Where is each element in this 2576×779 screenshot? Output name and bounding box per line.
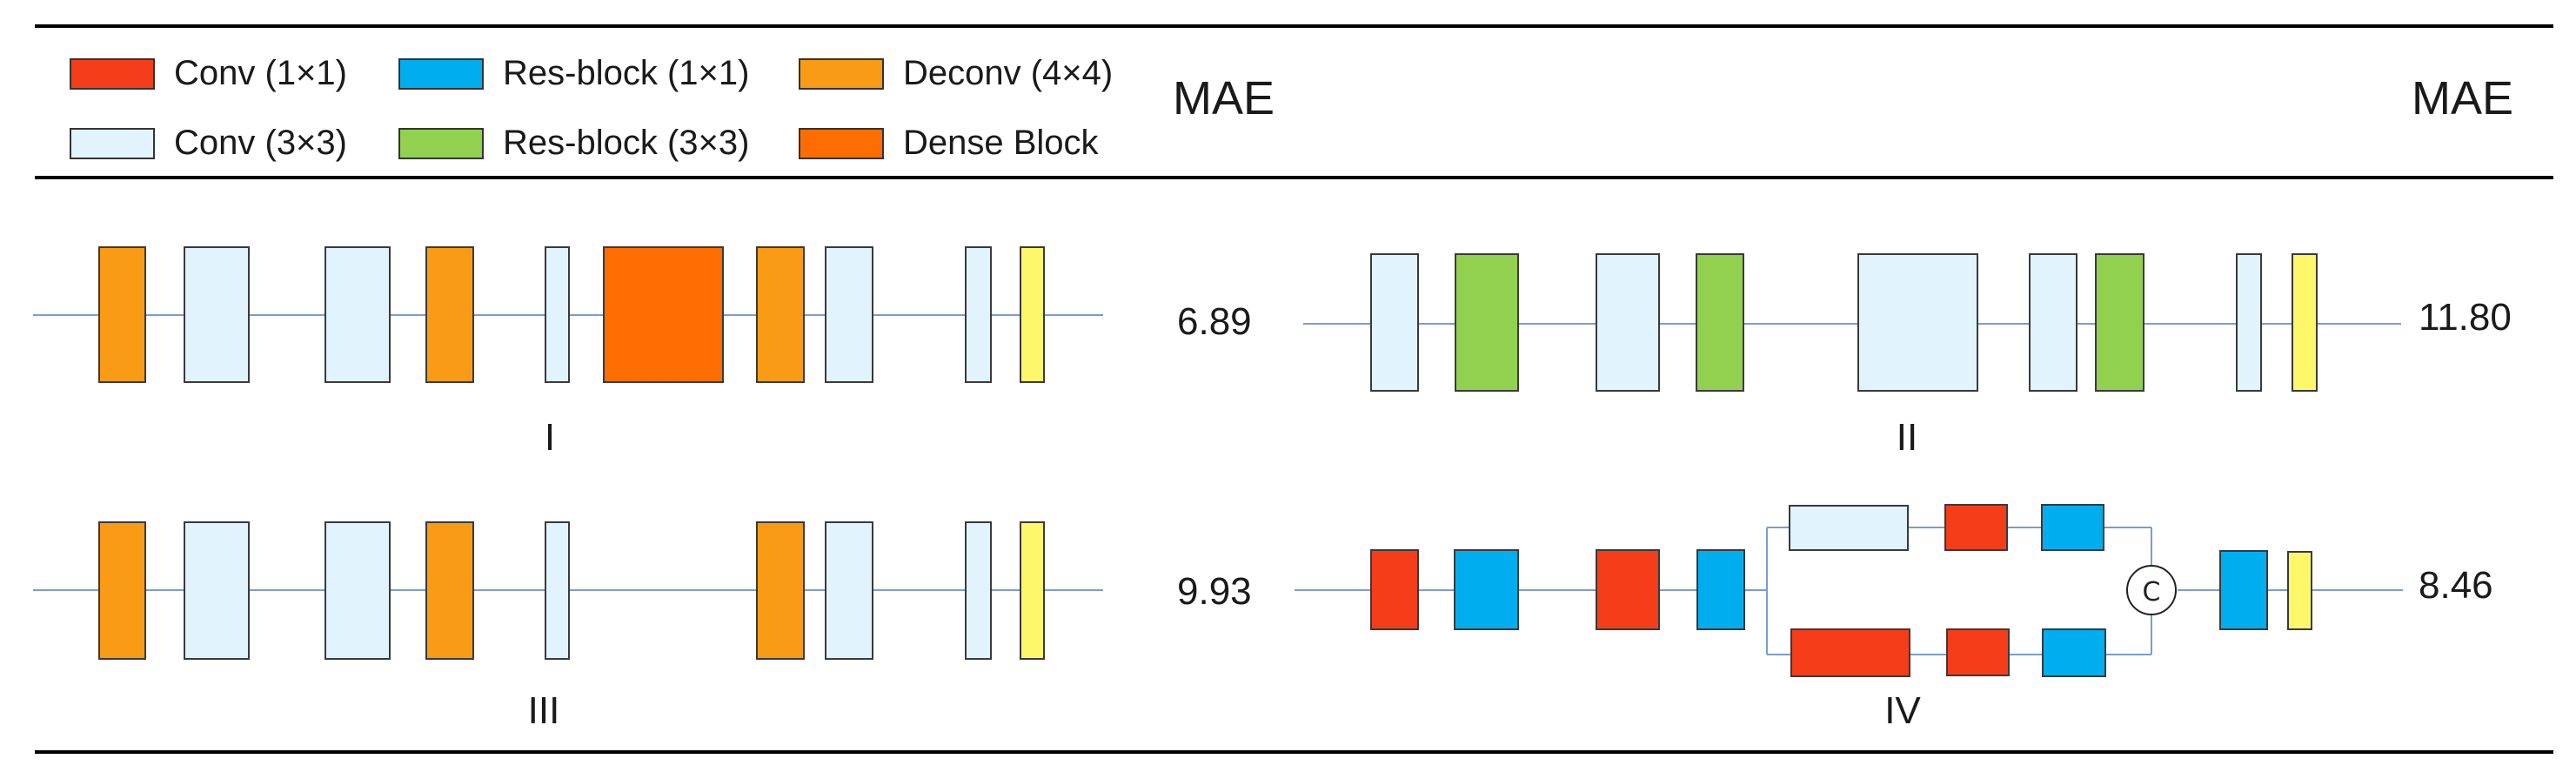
legend-label-resblock-1x1: Res-block (1×1) [503, 54, 750, 92]
resblock-3x3-block [1455, 253, 1519, 392]
legend-label-conv-3x3: Conv (3×3) [174, 124, 347, 162]
bottom-rule [35, 750, 2553, 754]
legend-label-conv-1x1: Conv (1×1) [174, 54, 347, 92]
legend-label-dense-block: Dense Block [903, 124, 1099, 162]
conv-3x3-block [325, 521, 391, 660]
legend-swatch-dense-block [799, 127, 884, 159]
conv-1x1-block [1946, 628, 2010, 676]
legend-swatch-conv-1x1 [70, 57, 155, 90]
resblock-1x1-block [2041, 504, 2104, 551]
conv-3x3-block [1596, 253, 1660, 392]
conv-3x3-block [2029, 253, 2078, 392]
mae-value-i: 6.89 [1177, 300, 1252, 343]
conv-3x3-block [325, 246, 391, 383]
conv-3x3-block [545, 246, 570, 383]
architecture-label-iii: III [527, 689, 560, 732]
legend-item-resblock-1x1: Res-block (1×1) [398, 54, 749, 93]
resblock-1x1-block [2219, 550, 2268, 630]
concat-symbol: C [2143, 577, 2161, 608]
mae-value-iii: 9.93 [1177, 570, 1252, 613]
resblock-1x1-block [1454, 549, 1519, 630]
header-rule [35, 176, 2553, 179]
legend-item-resblock-3x3: Res-block (3×3) [398, 124, 749, 163]
legend-swatch-deconv-4x4 [799, 57, 884, 90]
conv-3x3-block [825, 521, 873, 660]
mae-value-iv: 8.46 [2419, 564, 2493, 607]
legend-item-conv-3x3: Conv (3×3) [70, 124, 347, 163]
conv-3x3-block [1370, 253, 1419, 392]
conv-1x1-block [1596, 549, 1660, 630]
top-rule [35, 24, 2553, 28]
deconv-4x4-block [98, 246, 146, 383]
conv-1x1-block [1790, 628, 1910, 677]
conv-1x1-block [1944, 504, 2008, 551]
legend-item-dense-block: Dense Block [799, 124, 1099, 163]
conv-1x1-block [1370, 549, 1419, 630]
resblock-3x3-block [2095, 253, 2144, 392]
concat-node [2126, 565, 2177, 615]
conv-3x3-block [545, 521, 570, 660]
output-block [2292, 253, 2318, 392]
conv-3x3-block [184, 521, 250, 660]
conv-3x3-block [965, 521, 992, 660]
deconv-4x4-block [756, 246, 805, 383]
dense-block [603, 246, 724, 383]
legend-swatch-resblock-1x1 [398, 57, 484, 90]
resblock-1x1-block [2042, 628, 2106, 677]
resblock-3x3-block [1696, 253, 1744, 392]
mae-header-left: MAE [1173, 72, 1275, 124]
conv-3x3-block [965, 246, 992, 383]
deconv-4x4-block [98, 521, 146, 660]
legend-label-resblock-3x3: Res-block (3×3) [503, 124, 750, 162]
architecture-label-iv: IV [1884, 689, 1921, 732]
legend-swatch-conv-3x3 [70, 127, 155, 159]
resblock-1x1-block [1696, 549, 1745, 630]
legend-label-deconv-4x4: Deconv (4×4) [903, 54, 1114, 92]
architecture-label-ii: II [1896, 416, 1918, 459]
mae-value-ii: 11.80 [2419, 296, 2512, 339]
legend-item-deconv-4x4: Deconv (4×4) [799, 54, 1113, 93]
legend-item-conv-1x1: Conv (1×1) [70, 54, 347, 93]
output-block [1020, 246, 1045, 383]
mae-header-right: MAE [2412, 72, 2514, 124]
conv-3x3-block [1789, 505, 1909, 551]
conv-3x3-block [825, 246, 873, 383]
output-block [2287, 551, 2312, 630]
output-block [1020, 521, 1045, 660]
architecture-label-i: I [544, 416, 556, 459]
conv-3x3-block [184, 246, 250, 383]
deconv-4x4-block [425, 246, 474, 383]
legend-swatch-resblock-3x3 [398, 127, 484, 159]
deconv-4x4-block [425, 521, 474, 660]
conv-3x3-block [2236, 253, 2262, 392]
conv-3x3-block [1857, 253, 1978, 392]
deconv-4x4-block [756, 521, 805, 660]
